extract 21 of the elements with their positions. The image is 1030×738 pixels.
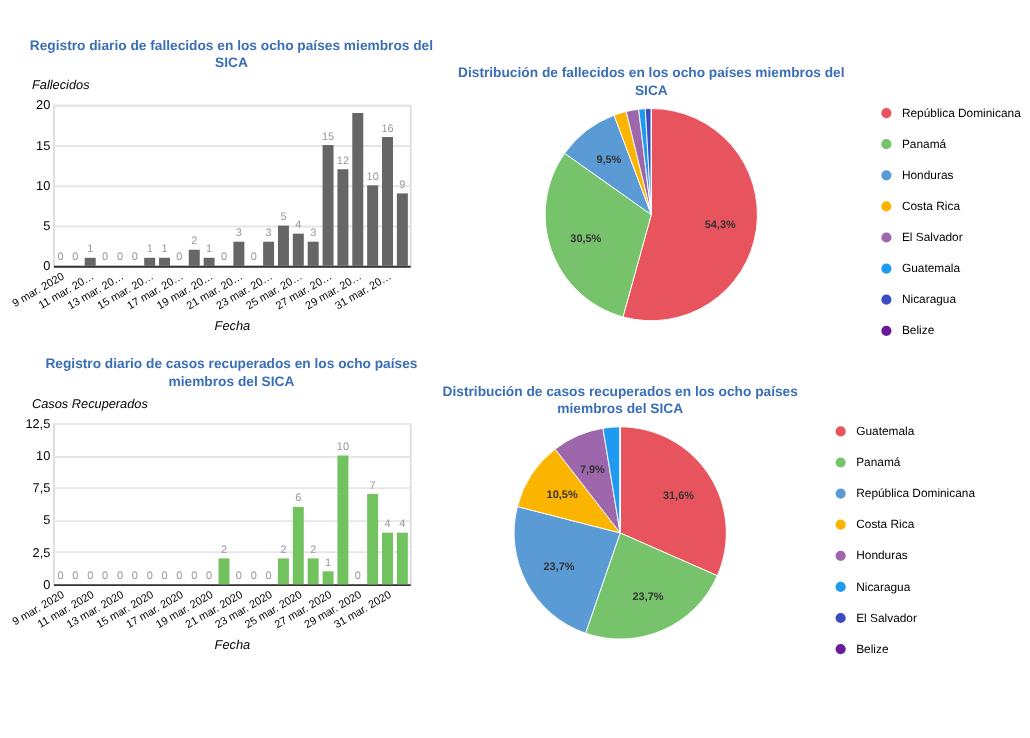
bar	[277, 558, 289, 585]
bar	[188, 249, 200, 266]
bar	[307, 558, 319, 585]
bar	[396, 532, 408, 585]
bar	[396, 193, 408, 266]
bar	[307, 241, 319, 266]
bar	[367, 185, 379, 266]
bar	[203, 257, 215, 266]
bar	[292, 233, 304, 266]
bar	[84, 257, 96, 266]
bar	[233, 241, 245, 266]
bar	[382, 532, 393, 585]
bar	[263, 241, 275, 266]
bar	[218, 558, 230, 585]
bar	[159, 257, 171, 266]
bar	[367, 494, 379, 585]
bar	[382, 137, 393, 266]
bar	[292, 506, 304, 585]
bar	[277, 225, 289, 266]
bar	[144, 257, 156, 266]
bar	[352, 112, 364, 266]
